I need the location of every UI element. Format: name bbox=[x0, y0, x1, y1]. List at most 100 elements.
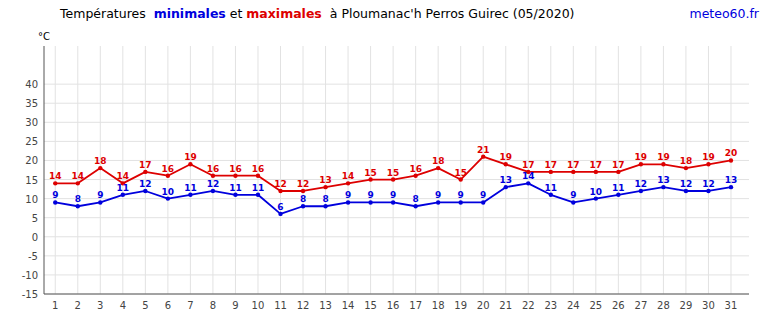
y-tick-label: -15 bbox=[22, 289, 38, 300]
series-point bbox=[706, 162, 710, 166]
x-grid-line bbox=[55, 46, 56, 294]
y-grid-line bbox=[44, 84, 749, 85]
x-grid-line bbox=[190, 46, 191, 294]
series-point bbox=[661, 185, 665, 189]
y-grid-line bbox=[44, 198, 749, 199]
x-grid-line bbox=[280, 46, 281, 294]
y-tick-label: 5 bbox=[32, 213, 38, 224]
series-point bbox=[98, 200, 102, 204]
y-tick-label: -5 bbox=[28, 251, 38, 262]
data-label: 14 bbox=[522, 171, 535, 181]
series-point bbox=[436, 200, 440, 204]
x-tick-label: 13 bbox=[319, 300, 332, 311]
data-label: 19 bbox=[499, 152, 512, 162]
watermark: meteo60.fr bbox=[689, 6, 759, 21]
series-point bbox=[594, 196, 598, 200]
x-tick-label: 18 bbox=[432, 300, 445, 311]
series-point bbox=[76, 181, 80, 185]
data-label: 15 bbox=[454, 168, 467, 178]
series-point bbox=[211, 189, 215, 193]
series-point bbox=[639, 162, 643, 166]
y-tick-label: 35 bbox=[25, 98, 38, 109]
y-axis-label: °C bbox=[38, 31, 50, 42]
data-label: 11 bbox=[117, 183, 130, 193]
data-label: 19 bbox=[184, 152, 197, 162]
x-tick-label: 17 bbox=[409, 300, 422, 311]
series-point bbox=[481, 154, 485, 158]
data-label: 9 bbox=[570, 190, 576, 200]
data-label: 11 bbox=[612, 183, 625, 193]
data-label: 14 bbox=[72, 171, 85, 181]
data-label: 9 bbox=[458, 190, 464, 200]
data-label: 14 bbox=[49, 171, 62, 181]
data-label: 8 bbox=[300, 194, 306, 204]
x-tick-label: 15 bbox=[364, 300, 377, 311]
data-label: 9 bbox=[367, 190, 373, 200]
data-label: 8 bbox=[413, 194, 419, 204]
data-label: 17 bbox=[590, 160, 603, 170]
data-label: 19 bbox=[635, 152, 648, 162]
data-label: 12 bbox=[274, 179, 287, 189]
series-point bbox=[458, 200, 462, 204]
y-grid-line bbox=[44, 236, 749, 237]
series-point bbox=[188, 193, 192, 197]
data-label: 18 bbox=[680, 156, 693, 166]
data-label: 17 bbox=[545, 160, 558, 170]
data-label: 17 bbox=[567, 160, 580, 170]
data-label: 12 bbox=[139, 179, 152, 189]
series-point bbox=[594, 170, 598, 174]
x-tick-label: 21 bbox=[499, 300, 512, 311]
data-label: 11 bbox=[252, 183, 265, 193]
x-tick-label: 9 bbox=[232, 300, 238, 311]
y-tick-label: 25 bbox=[25, 136, 38, 147]
y-tick-label: 15 bbox=[25, 175, 38, 186]
x-grid-line bbox=[348, 46, 349, 294]
series-point bbox=[143, 189, 147, 193]
series-point bbox=[504, 162, 508, 166]
data-label: 12 bbox=[702, 179, 715, 189]
data-label: 17 bbox=[139, 160, 152, 170]
data-label: 9 bbox=[480, 190, 486, 200]
y-tick-label: -10 bbox=[22, 270, 38, 281]
x-tick-label: 10 bbox=[252, 300, 265, 311]
data-label: 9 bbox=[435, 190, 441, 200]
series-point bbox=[301, 204, 305, 208]
x-grid-line bbox=[325, 46, 326, 294]
series-point bbox=[368, 177, 372, 181]
x-grid-line bbox=[663, 46, 664, 294]
x-grid-line bbox=[730, 46, 731, 294]
x-tick-label: 4 bbox=[120, 300, 126, 311]
data-label: 20 bbox=[725, 148, 738, 158]
data-label: 21 bbox=[477, 145, 490, 155]
data-label: 9 bbox=[390, 190, 396, 200]
data-label: 15 bbox=[364, 168, 377, 178]
series-point bbox=[166, 174, 170, 178]
y-tick-label: 30 bbox=[25, 117, 38, 128]
data-label: 6 bbox=[277, 202, 283, 212]
y-grid-line bbox=[44, 255, 749, 256]
series-point bbox=[729, 158, 733, 162]
y-grid-line bbox=[44, 217, 749, 218]
data-label: 17 bbox=[612, 160, 625, 170]
series-point bbox=[211, 174, 215, 178]
data-label: 16 bbox=[229, 164, 242, 174]
y-tick-label: 20 bbox=[25, 155, 38, 166]
series-point bbox=[346, 200, 350, 204]
x-tick-label: 5 bbox=[142, 300, 148, 311]
x-tick-label: 30 bbox=[702, 300, 715, 311]
data-label: 13 bbox=[725, 175, 738, 185]
x-tick-label: 20 bbox=[477, 300, 490, 311]
series-point bbox=[98, 166, 102, 170]
data-label: 9 bbox=[97, 190, 103, 200]
series-line bbox=[55, 157, 731, 191]
data-label: 18 bbox=[432, 156, 445, 166]
series-point bbox=[391, 177, 395, 181]
series-point bbox=[661, 162, 665, 166]
data-label: 13 bbox=[499, 175, 512, 185]
x-tick-label: 7 bbox=[187, 300, 193, 311]
x-tick-label: 26 bbox=[612, 300, 625, 311]
x-tick-label: 25 bbox=[589, 300, 602, 311]
series-point bbox=[121, 193, 125, 197]
y-grid-line bbox=[44, 274, 749, 275]
x-grid-line bbox=[483, 46, 484, 294]
